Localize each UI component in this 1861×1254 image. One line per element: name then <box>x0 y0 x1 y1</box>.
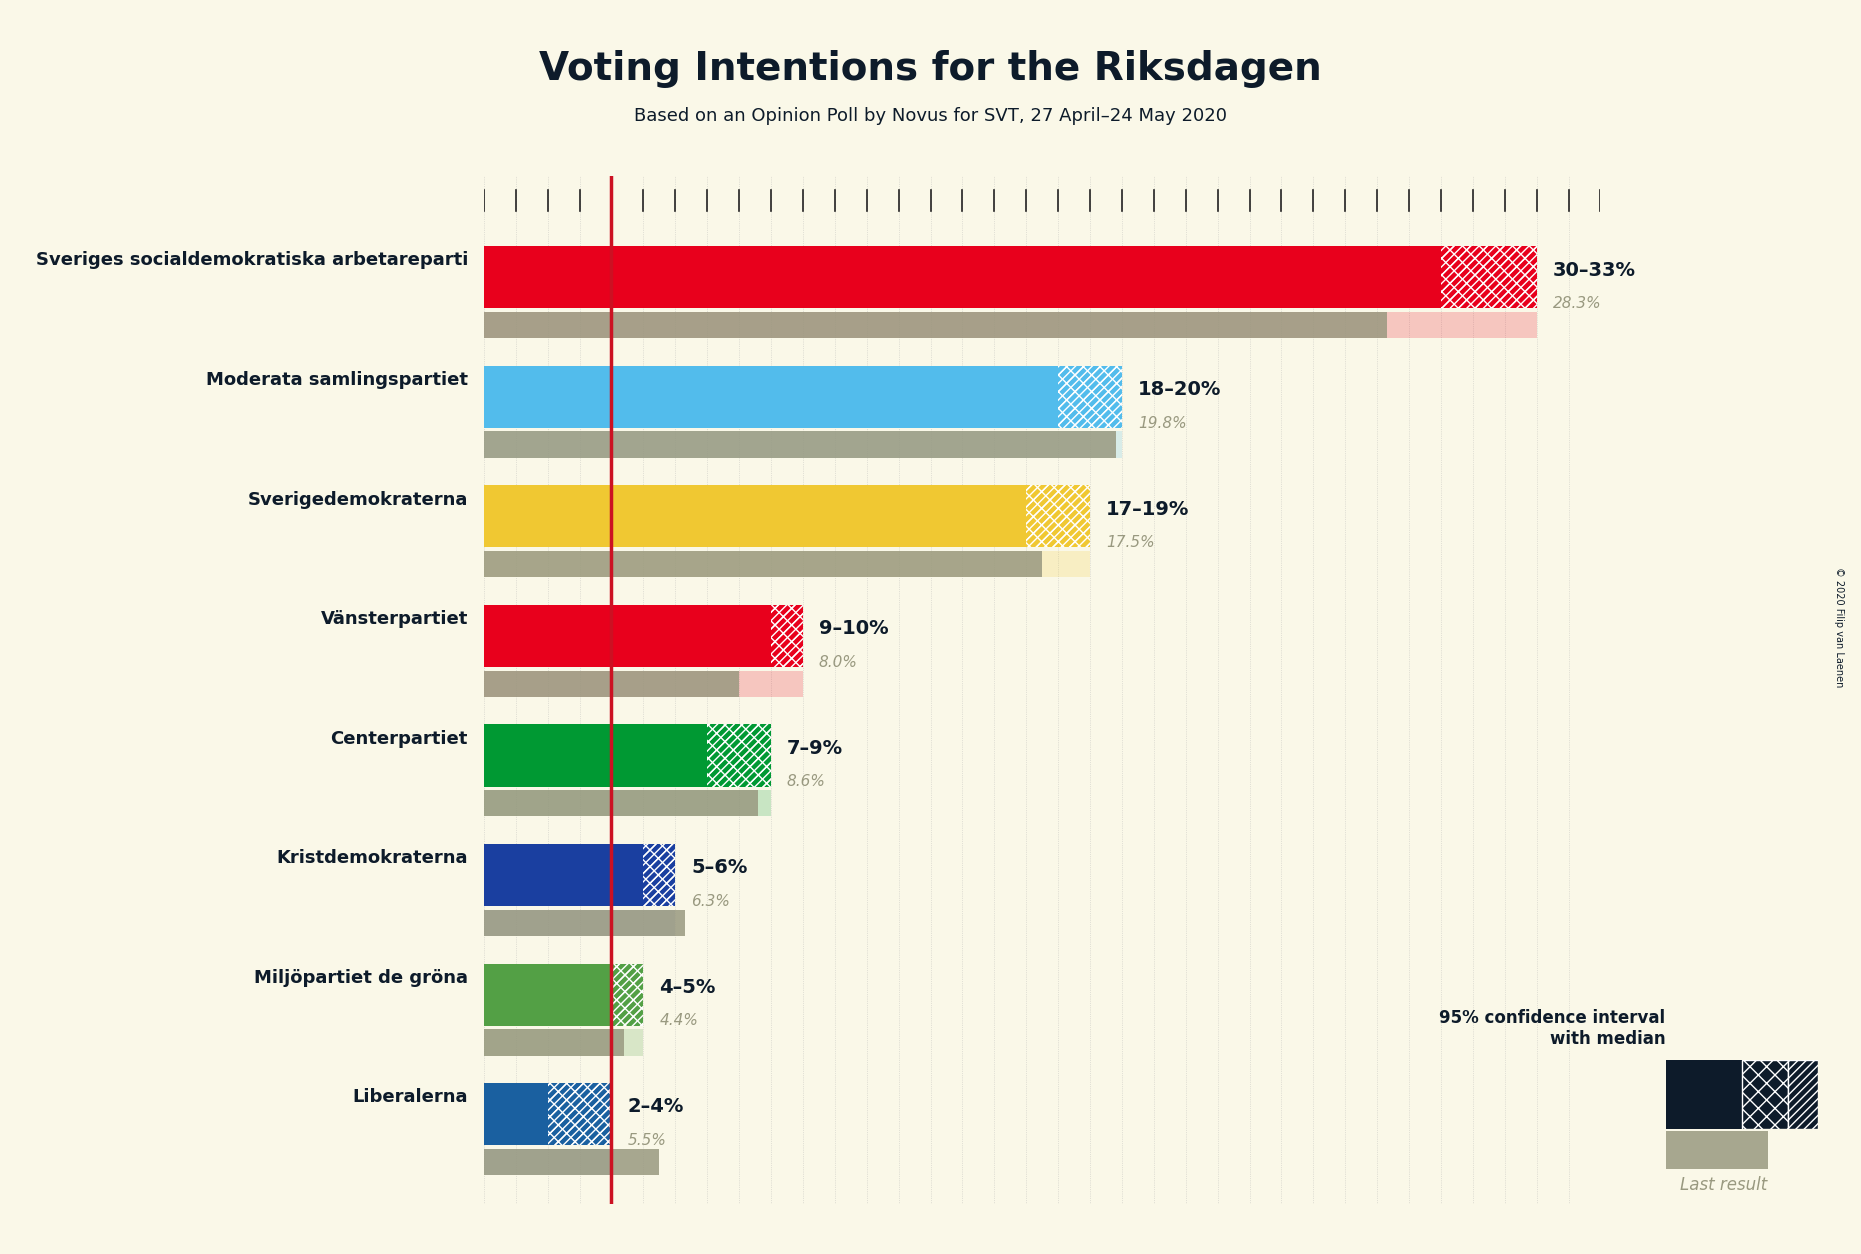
Bar <box>484 1030 623 1056</box>
Bar <box>770 604 802 667</box>
Text: © 2020 Filip van Laenen: © 2020 Filip van Laenen <box>1833 567 1844 687</box>
Bar <box>484 551 1042 577</box>
Bar <box>484 1149 659 1175</box>
Bar <box>484 790 757 816</box>
Bar <box>484 671 739 697</box>
Bar <box>484 909 676 935</box>
Text: 2–4%: 2–4% <box>627 1097 683 1116</box>
Text: 4–5%: 4–5% <box>659 978 716 997</box>
Text: 5–6%: 5–6% <box>690 858 748 878</box>
Bar <box>644 844 676 907</box>
Text: Sverigedemokraterna: Sverigedemokraterna <box>248 490 467 509</box>
Bar <box>484 366 1059 428</box>
Bar <box>484 725 707 786</box>
Bar <box>484 431 1122 458</box>
Bar <box>484 312 1537 339</box>
Bar <box>612 963 644 1026</box>
Bar <box>1666 1060 1742 1129</box>
Text: 8.6%: 8.6% <box>787 774 826 789</box>
Bar <box>484 844 644 907</box>
Bar <box>1025 485 1091 548</box>
Bar <box>707 725 770 786</box>
Text: 5.5%: 5.5% <box>627 1132 666 1147</box>
Bar <box>484 1030 644 1056</box>
Bar <box>547 1083 612 1145</box>
Bar <box>484 909 685 935</box>
Text: Last result: Last result <box>1680 1176 1766 1194</box>
Bar <box>644 844 676 907</box>
Text: 6.3%: 6.3% <box>690 894 730 909</box>
Bar <box>1025 485 1091 548</box>
Text: Based on an Opinion Poll by Novus for SVT, 27 April–24 May 2020: Based on an Opinion Poll by Novus for SV… <box>635 107 1226 124</box>
Text: Liberalerna: Liberalerna <box>352 1088 467 1106</box>
Bar <box>484 790 770 816</box>
Text: Miljöpartiet de gröna: Miljöpartiet de gröna <box>253 969 467 987</box>
Bar <box>484 963 612 1026</box>
Text: Sveriges socialdemokratiska arbetareparti: Sveriges socialdemokratiska arbetarepart… <box>35 252 467 270</box>
Text: 17.5%: 17.5% <box>1105 535 1154 551</box>
Bar <box>770 604 802 667</box>
Bar <box>484 671 802 697</box>
Bar <box>1440 246 1537 308</box>
Bar <box>484 312 1386 339</box>
Bar <box>484 604 770 667</box>
Text: 30–33%: 30–33% <box>1552 261 1636 280</box>
Text: 18–20%: 18–20% <box>1137 380 1221 399</box>
Bar <box>612 963 644 1026</box>
Text: 4.4%: 4.4% <box>659 1013 698 1028</box>
Bar <box>707 725 770 786</box>
Bar <box>1742 1060 1788 1129</box>
Bar <box>484 1149 612 1175</box>
Text: Vänsterpartiet: Vänsterpartiet <box>320 611 467 628</box>
Bar <box>1788 1060 1818 1129</box>
Text: 95% confidence interval
with median: 95% confidence interval with median <box>1439 1009 1666 1048</box>
Text: Moderata samlingspartiet: Moderata samlingspartiet <box>207 371 467 389</box>
Bar <box>547 1083 612 1145</box>
Text: Voting Intentions for the Riksdagen: Voting Intentions for the Riksdagen <box>540 50 1321 88</box>
Text: 9–10%: 9–10% <box>819 619 888 638</box>
Bar <box>484 1083 547 1145</box>
Text: 7–9%: 7–9% <box>787 739 843 757</box>
Text: 8.0%: 8.0% <box>819 655 858 670</box>
Bar <box>1440 246 1537 308</box>
Text: 28.3%: 28.3% <box>1552 296 1600 311</box>
Bar <box>484 551 1091 577</box>
Bar <box>1059 366 1122 428</box>
Text: Centerpartiet: Centerpartiet <box>331 730 467 747</box>
Text: 17–19%: 17–19% <box>1105 499 1189 519</box>
Bar <box>484 431 1115 458</box>
Bar <box>484 485 1025 548</box>
Bar <box>484 246 1440 308</box>
Text: Kristdemokraterna: Kristdemokraterna <box>277 849 467 868</box>
Text: 19.8%: 19.8% <box>1137 415 1187 430</box>
Bar <box>1059 366 1122 428</box>
